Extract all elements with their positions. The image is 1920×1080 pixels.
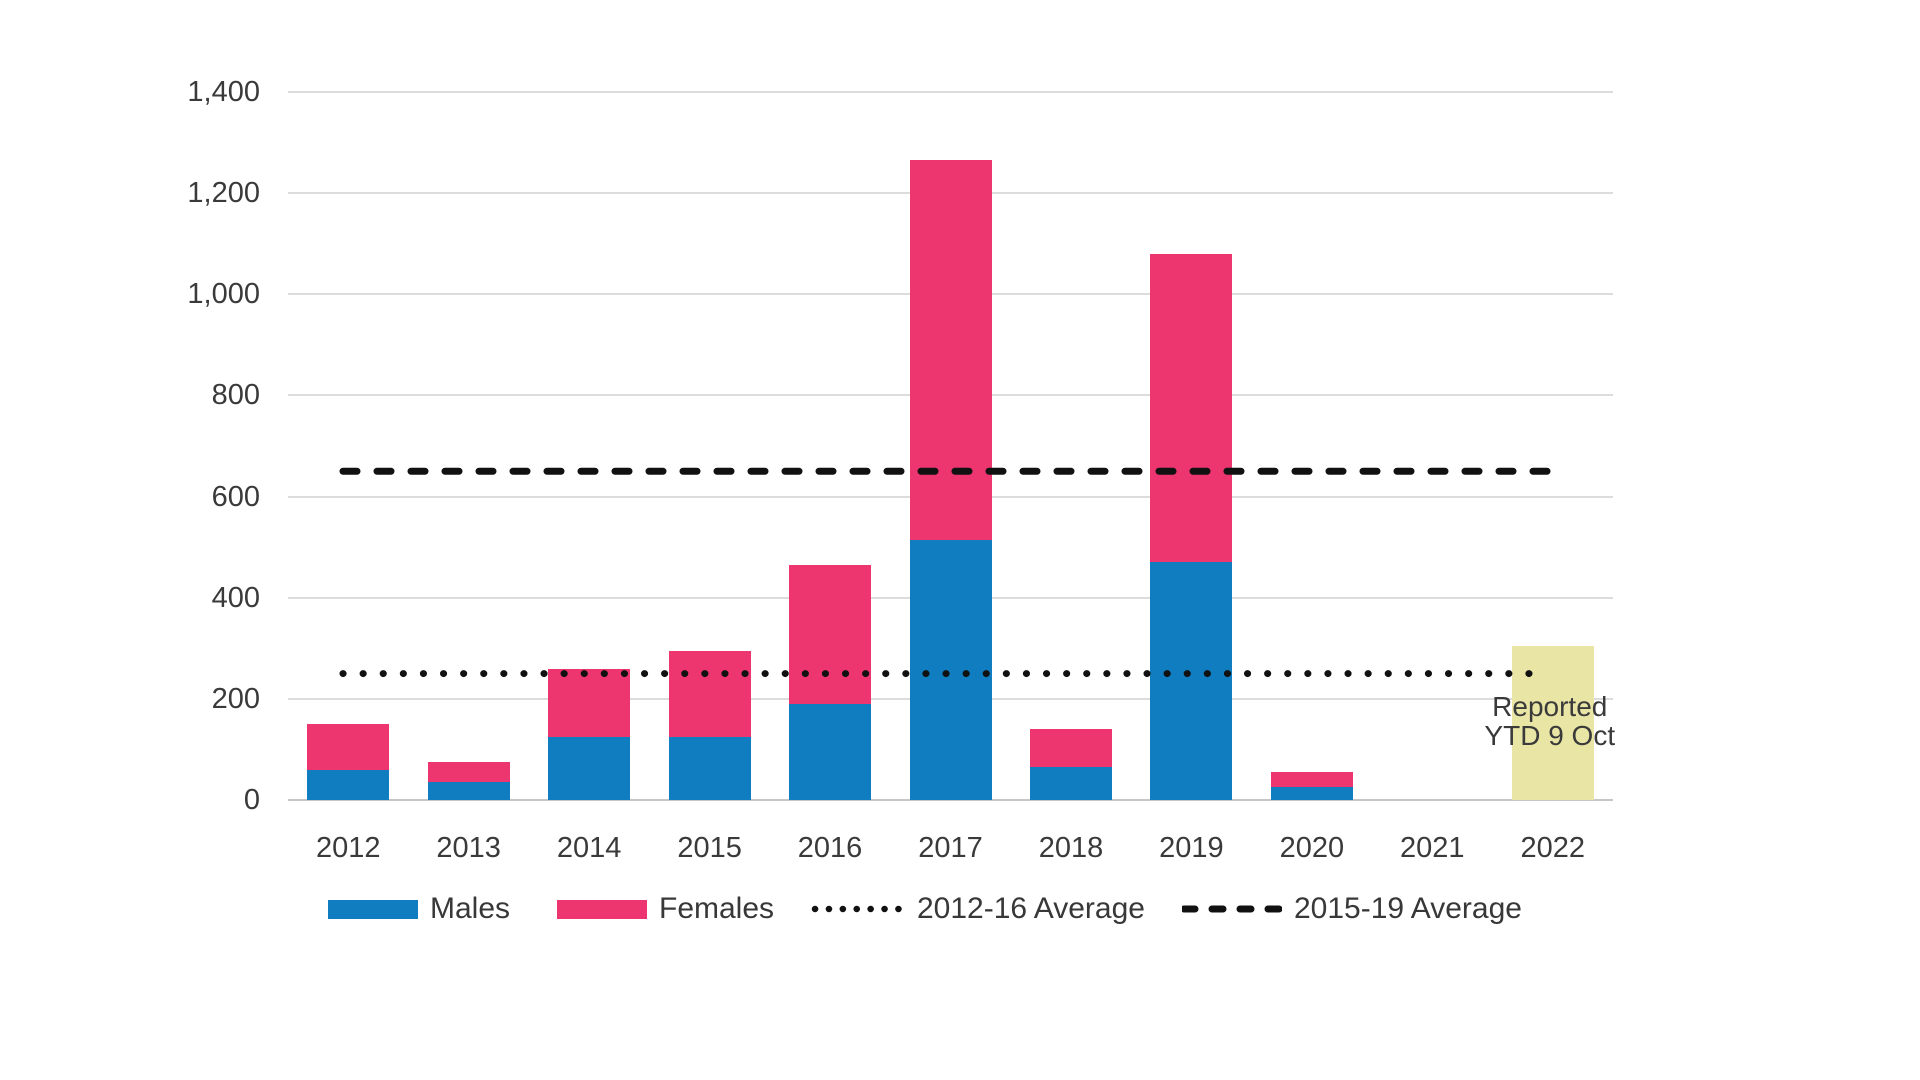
y-axis-tick-200: 200: [211, 682, 260, 715]
gridline-0: [288, 799, 1613, 801]
x-axis-tick-2012: 2012: [315, 832, 381, 864]
legend-label-males: Males: [430, 892, 511, 925]
legend-label-2012-16-average: 2012-16 Average: [917, 892, 1145, 925]
dashed-line-swatch: [1182, 905, 1282, 913]
bar-males-2013: [427, 782, 510, 800]
x-axis-tick-2022: 2022: [1520, 832, 1586, 864]
legend-item-females: Females: [557, 890, 774, 928]
males-swatch: [328, 899, 418, 919]
reported-annotation-line2: YTD 9 Oct: [1484, 720, 1616, 751]
bar-males-2012: [307, 769, 390, 800]
bar-females-2014: [548, 668, 631, 737]
x-axis-tick-2020: 2020: [1279, 832, 1345, 864]
x-axis-tick-2016: 2016: [797, 832, 863, 864]
y-axis-tick-600: 600: [211, 480, 260, 513]
x-axis-tick-2019: 2019: [1159, 832, 1224, 864]
bar-males-2014: [548, 736, 631, 800]
legend-label-2015-19-average: 2015-19 Average: [1294, 892, 1522, 925]
legend-item-2015-19-average: 2015-19 Average: [1182, 890, 1522, 928]
bar-females-2015: [668, 650, 751, 737]
bar-males-2017: [909, 539, 992, 800]
x-axis-tick-2021: 2021: [1400, 832, 1465, 864]
females-swatch: [557, 899, 647, 919]
y-axis-tick-800: 800: [211, 379, 260, 412]
reported-ytd-annotation: Reported YTD 9 Oct: [1484, 692, 1615, 750]
y-axis-tick-0: 0: [243, 784, 260, 816]
x-axis-tick-2014: 2014: [556, 832, 622, 864]
y-axis-tick-400: 400: [211, 581, 260, 614]
bar-males-2018: [1029, 767, 1112, 800]
y-axis-tick-1,200: 1,200: [187, 177, 260, 210]
bar-males-2016: [789, 703, 872, 800]
bar-reported-ytd-2022: [1511, 645, 1594, 800]
bar-females-2016: [789, 564, 872, 704]
bar-females-2012: [307, 724, 390, 770]
bar-females-2017: [909, 160, 992, 540]
legend-item-2012-16-average: 2012-16 Average: [811, 890, 1145, 928]
bar-females-2013: [427, 762, 510, 783]
y-axis-tick-1,400: 1,400: [187, 76, 260, 108]
gridline-1,400: [288, 91, 1613, 93]
bar-males-2020: [1270, 787, 1353, 800]
bar-females-2019: [1150, 253, 1233, 563]
reported-annotation-line1: Reported: [1492, 691, 1608, 722]
dotted-line-swatch: [811, 905, 905, 913]
bar-males-2015: [668, 736, 751, 800]
x-axis-tick-2018: 2018: [1038, 832, 1104, 864]
x-axis-tick-2015: 2015: [677, 832, 742, 864]
bar-females-2018: [1029, 729, 1112, 768]
legend-item-males: Males: [328, 890, 510, 928]
x-axis-tick-2013: 2013: [436, 832, 501, 864]
bar-females-2020: [1270, 772, 1353, 788]
x-axis-tick-2017: 2017: [918, 832, 983, 864]
bar-males-2019: [1150, 562, 1233, 800]
y-axis-tick-1,000: 1,000: [187, 278, 260, 311]
legend-label-females: Females: [659, 892, 775, 925]
